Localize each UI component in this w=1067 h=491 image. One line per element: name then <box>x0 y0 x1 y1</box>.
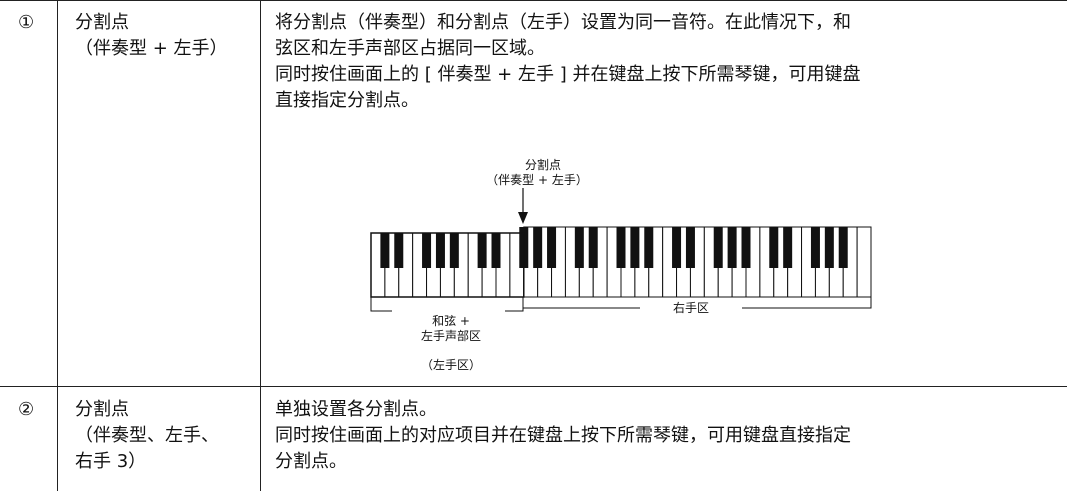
black-key <box>491 233 501 268</box>
black-key <box>380 233 390 268</box>
black-key <box>769 227 779 268</box>
split-label: （伴奏型 + 左手） <box>486 172 588 187</box>
description: 分割点。 <box>275 451 347 472</box>
black-key <box>783 227 793 268</box>
black-key <box>824 227 834 268</box>
bracket <box>523 295 872 309</box>
black-key <box>422 233 432 268</box>
description: 单独设置各分割点。 <box>275 399 437 420</box>
description: 同时按住画面上的 [ 伴奏型 + 左手 ] 并在键盘上按下所需琴键，可用键盘 <box>275 64 861 85</box>
black-key <box>672 227 682 268</box>
arrow-head <box>518 212 528 224</box>
zone-label: 左手声部区 <box>421 328 481 343</box>
black-key <box>588 227 598 268</box>
black-key <box>741 227 751 268</box>
black-key <box>547 227 557 268</box>
bracket <box>370 295 524 312</box>
left-zone-outline <box>370 232 525 298</box>
table-border <box>57 0 58 491</box>
setting-name: （伴奏型、左手、 <box>75 425 219 446</box>
black-key <box>685 227 695 268</box>
black-key <box>449 233 459 268</box>
setting-name: （伴奏型 + 左手） <box>75 38 228 59</box>
description: 直接指定分割点。 <box>275 90 419 111</box>
white-key <box>856 226 872 298</box>
table-border <box>0 0 1067 1</box>
zone-label: 和弦 + <box>432 313 470 328</box>
black-key <box>574 227 584 268</box>
black-key <box>394 233 404 268</box>
setting-name: 分割点 <box>75 399 129 420</box>
black-key <box>810 227 820 268</box>
row-number: ② <box>18 399 35 420</box>
zone-label: （左手区） <box>421 357 481 372</box>
description: 同时按住画面上的对应项目并在键盘上按下所需琴键，可用键盘直接指定 <box>275 425 851 446</box>
black-key <box>838 227 848 268</box>
black-key <box>630 227 640 268</box>
split-label: 分割点 <box>525 157 561 172</box>
setting-name: 右手 3） <box>75 451 147 472</box>
black-key <box>727 227 737 268</box>
black-key <box>533 227 543 268</box>
zone-label: 右手区 <box>673 300 709 315</box>
setting-name: 分割点 <box>75 12 129 33</box>
black-key <box>644 227 654 268</box>
description: 将分割点（伴奏型）和分割点（左手）设置为同一音符。在此情况下，和 <box>275 12 851 33</box>
black-key <box>616 227 626 268</box>
row-number: ① <box>18 12 35 33</box>
black-key <box>435 233 445 268</box>
table-border <box>0 386 1067 387</box>
table-border <box>260 0 261 491</box>
black-key <box>713 227 723 268</box>
black-key <box>477 233 487 268</box>
description: 弦区和左手声部区占据同一区域。 <box>275 38 545 59</box>
